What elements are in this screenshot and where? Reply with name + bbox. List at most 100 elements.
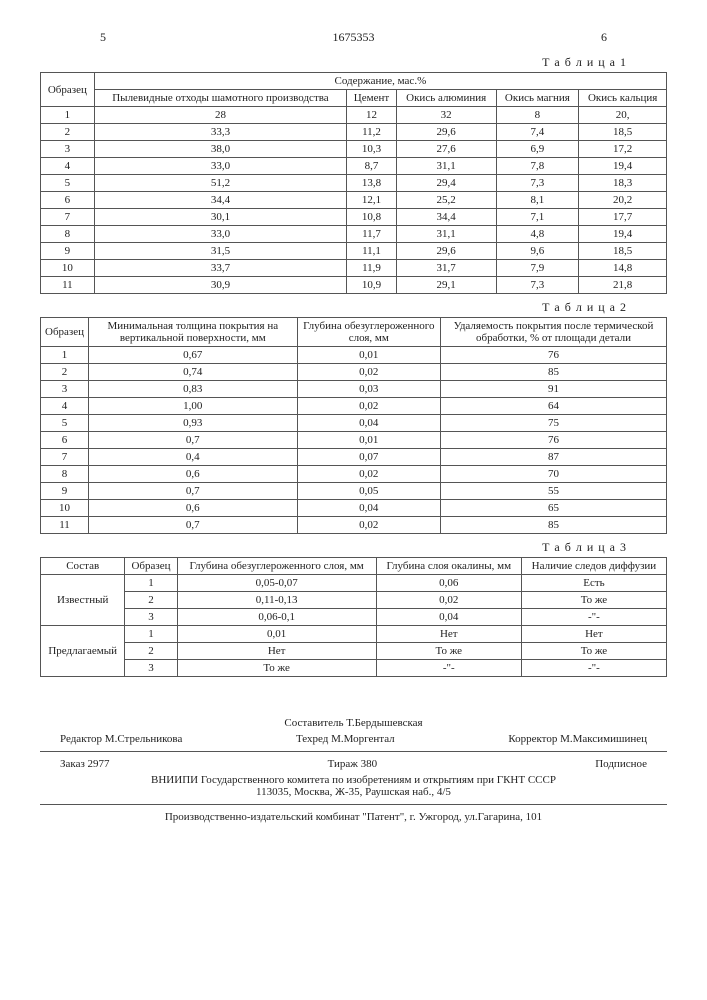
table-cell: 2 [125,643,177,660]
table-cell: 7,3 [496,277,579,294]
table-cell: 0,05 [297,483,440,500]
table-cell: 75 [441,415,667,432]
table-cell: 1,00 [89,398,298,415]
table-cell: 18,5 [579,124,667,141]
table-cell: 3 [41,141,95,158]
page-right: 6 [601,30,607,45]
table-cell: 55 [441,483,667,500]
table-cell: 0,04 [376,609,521,626]
editor: Редактор М.Стрельникова [60,733,182,745]
table-cell: 0,7 [89,432,298,449]
table-cell: 85 [441,364,667,381]
table-cell: 27,6 [396,141,496,158]
table-cell: 19,4 [579,158,667,175]
table-cell: 33,0 [94,158,346,175]
table-cell: 18,5 [579,243,667,260]
table-cell: 4 [41,158,95,175]
table-cell: 64 [441,398,667,415]
table-cell: 1 [41,347,89,364]
table-cell: 2 [125,592,177,609]
table-cell: Нет [521,626,666,643]
table-cell: 3 [41,381,89,398]
table-cell: 32 [396,107,496,124]
table-cell: 7 [41,209,95,226]
table-cell: 11 [41,277,95,294]
table-cell: 9,6 [496,243,579,260]
table3-label: Т а б л и ц а 3 [40,540,627,555]
table1-label: Т а б л и ц а 1 [40,55,627,70]
table-cell: 5 [41,175,95,192]
table-cell: 0,02 [376,592,521,609]
table-cell: 7,1 [496,209,579,226]
org: ВНИИПИ Государственного комитета по изоб… [40,774,667,786]
table-cell: 8 [41,226,95,243]
table-cell: 0,03 [297,381,440,398]
table-cell: 0,01 [297,432,440,449]
table-cell: 29,6 [396,243,496,260]
table-cell: Нет [177,643,376,660]
table-cell: 10,3 [347,141,397,158]
table-cell: 31,1 [396,226,496,243]
table-cell: 7 [41,449,89,466]
table-cell: 10 [41,260,95,277]
table-cell: 1 [125,575,177,592]
table-cell: 7,9 [496,260,579,277]
table-cell: 1 [41,107,95,124]
table-cell: 3 [125,609,177,626]
table-cell: 76 [441,347,667,364]
table-cell: 8 [496,107,579,124]
table-cell: 0,74 [89,364,298,381]
table-cell: Известный [41,575,125,626]
table-cell: 7,3 [496,175,579,192]
table-cell: 0,7 [89,517,298,534]
table-cell: 1 [125,626,177,643]
table-cell: 0,04 [297,415,440,432]
table-cell: 30,9 [94,277,346,294]
footer: Составитель Т.Бердышевская Редактор М.Ст… [40,717,667,823]
table-cell: 33,7 [94,260,346,277]
table-cell: 10 [41,500,89,517]
table-cell: 70 [441,466,667,483]
table-cell: 6 [41,192,95,209]
table-cell: 28 [94,107,346,124]
table-cell: 51,2 [94,175,346,192]
table-cell: 17,7 [579,209,667,226]
table-cell: -"- [376,660,521,677]
table-cell: Есть [521,575,666,592]
table-cell: -"- [521,660,666,677]
table2: ОбразецМинимальная толщина покрытия на в… [40,317,667,534]
table-cell: 33,0 [94,226,346,243]
table-cell: 9 [41,243,95,260]
table-cell: 4,8 [496,226,579,243]
table2-label: Т а б л и ц а 2 [40,300,627,315]
table-cell: 6 [41,432,89,449]
table-cell: 11,2 [347,124,397,141]
table-cell: 0,02 [297,517,440,534]
table-cell: 29,1 [396,277,496,294]
table-cell: 31,7 [396,260,496,277]
table-cell: 11,7 [347,226,397,243]
table-cell: Нет [376,626,521,643]
table-cell: 0,83 [89,381,298,398]
table-cell: 3 [125,660,177,677]
table-cell: 11,9 [347,260,397,277]
table-cell: 34,4 [396,209,496,226]
table-cell: То же [177,660,376,677]
table-cell: 0,67 [89,347,298,364]
table-cell: 38,0 [94,141,346,158]
table-cell: То же [521,643,666,660]
table-cell: То же [376,643,521,660]
table-cell: 87 [441,449,667,466]
table-cell: 4 [41,398,89,415]
table-cell: 33,3 [94,124,346,141]
table-cell: 0,02 [297,398,440,415]
table-cell: 0,06-0,1 [177,609,376,626]
table-cell: 0,02 [297,466,440,483]
table-cell: 20,2 [579,192,667,209]
table-cell: 10,9 [347,277,397,294]
table-cell: 11 [41,517,89,534]
table-cell: 21,8 [579,277,667,294]
table-cell: 5 [41,415,89,432]
sub: Подписное [595,758,647,770]
table-cell: 0,05-0,07 [177,575,376,592]
